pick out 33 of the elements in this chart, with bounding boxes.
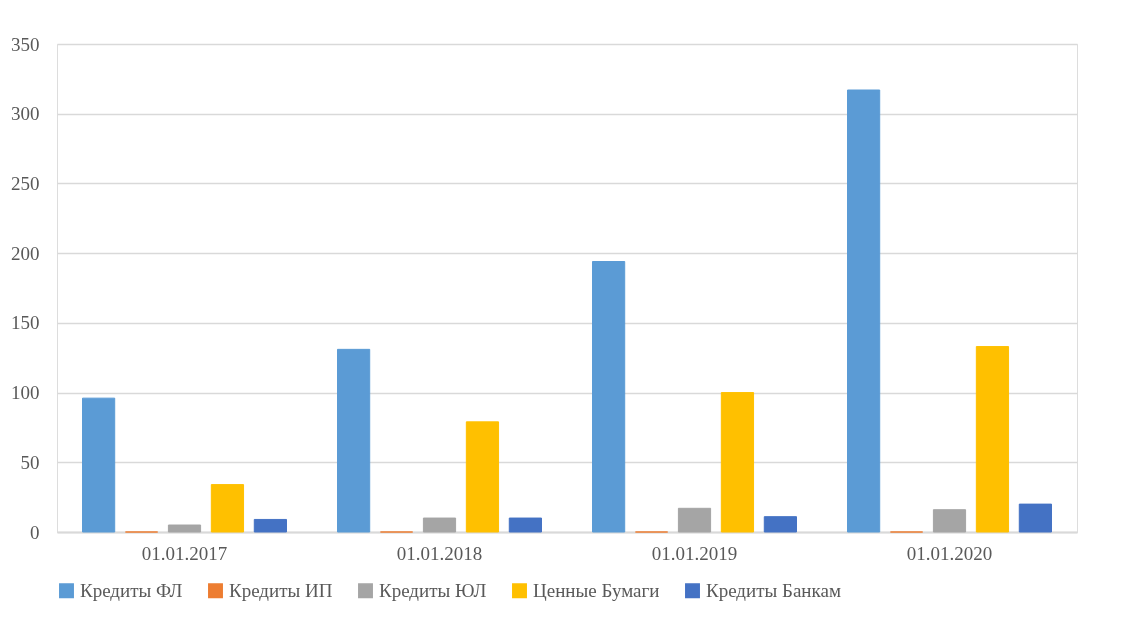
bar [975,346,1010,533]
bar [210,484,245,533]
bar [82,397,116,533]
y-tick-label: 350 [11,33,40,55]
x-tick-label: 01.01.2020 [906,542,993,564]
legend-label: Ценные Бумаги [533,579,660,601]
bar [592,261,626,533]
legend-label: Кредиты ФЛ [80,579,183,601]
bar [422,517,457,533]
x-tick-label: 01.01.2019 [651,542,738,564]
bar [465,421,500,533]
y-tick-label: 150 [11,312,40,334]
bar [763,516,797,533]
bar [508,517,542,533]
y-tick-label: 250 [11,172,40,194]
x-tick-label: 01.01.2018 [396,542,483,564]
y-tick-label: 0 [30,521,40,543]
bar [167,524,202,533]
legend-label: Кредиты ИП [229,579,333,601]
bar [1018,503,1052,533]
bar [847,89,881,533]
x-tick-label: 01.01.2017 [141,542,228,564]
y-tick-label: 300 [11,103,40,125]
bar [932,509,967,533]
bar [720,392,755,533]
y-tick-label: 200 [11,242,40,264]
bar [337,348,371,533]
legend-label: Кредиты Банкам [706,579,841,601]
bar [677,507,712,533]
bar [253,518,287,533]
y-tick-label: 50 [20,451,40,473]
y-tick-label: 100 [11,382,40,404]
legend-label: Кредиты ЮЛ [379,579,487,601]
